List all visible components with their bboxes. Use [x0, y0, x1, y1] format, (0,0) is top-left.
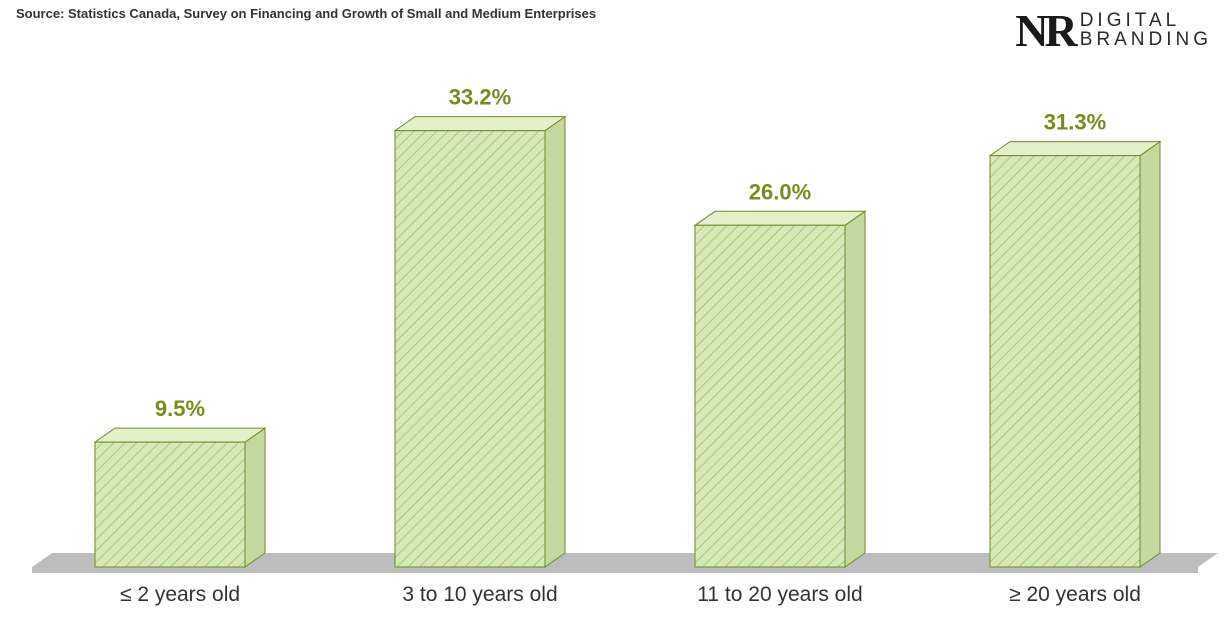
- logo-line-1: DIGITAL: [1080, 12, 1212, 30]
- svg-text:31.3%: 31.3%: [1044, 110, 1106, 135]
- svg-text:9.5%: 9.5%: [155, 396, 205, 421]
- svg-text:≤ 2 years old: ≤ 2 years old: [120, 583, 240, 606]
- logo-line-2: BRANDING: [1080, 31, 1212, 49]
- svg-text:26.0%: 26.0%: [749, 179, 811, 204]
- bar-chart: 9.5% ≤ 2 years old 33.2% 3 to 10 years old 2…: [0, 47, 1230, 627]
- svg-text:≥ 20 years old: ≥ 20 years old: [1009, 583, 1141, 606]
- svg-text:33.2%: 33.2%: [449, 85, 511, 110]
- svg-text:3 to 10 years old: 3 to 10 years old: [402, 583, 557, 606]
- svg-text:11 to 20 years old: 11 to 20 years old: [697, 583, 862, 606]
- logo-text-stack: DIGITAL BRANDING: [1080, 12, 1212, 48]
- bar-chart-svg: 9.5% ≤ 2 years old 33.2% 3 to 10 years old 2…: [0, 47, 1230, 627]
- source-text: Source: Statistics Canada, Survey on Fin…: [16, 6, 596, 21]
